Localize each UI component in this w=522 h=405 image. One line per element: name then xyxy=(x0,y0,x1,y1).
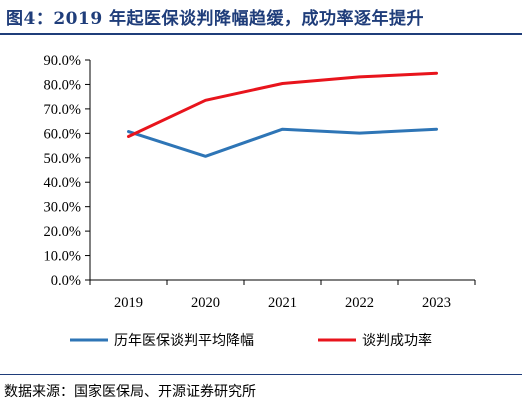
y-tick-label: 50.0% xyxy=(44,151,81,167)
source-note: 数据来源：国家医保局、开源证券研究所 xyxy=(4,384,256,400)
y-tick-label: 40.0% xyxy=(44,175,81,191)
x-tick-label: 2022 xyxy=(345,295,374,311)
y-tick-label: 60.0% xyxy=(44,126,81,142)
x-tick-label: 2019 xyxy=(114,295,143,311)
y-tick-label: 10.0% xyxy=(44,249,81,265)
figure-title: 图4：2019 年起医保谈判降幅趋缓，成功率逐年提升 xyxy=(6,9,425,29)
y-tick-label: 0.0% xyxy=(51,273,81,289)
y-tick-label: 70.0% xyxy=(44,102,81,118)
legend-label-1: 历年医保谈判平均降幅 xyxy=(114,333,254,349)
x-tick-label: 2023 xyxy=(422,295,451,311)
title-rule xyxy=(0,33,522,35)
y-tick-label: 90.0% xyxy=(44,53,81,69)
x-tick-label: 2020 xyxy=(191,295,220,311)
legend-label-2: 谈判成功率 xyxy=(362,332,432,349)
y-tick-label: 20.0% xyxy=(44,224,81,240)
y-tick-label: 80.0% xyxy=(44,77,81,93)
series-line-2 xyxy=(127,71,438,138)
series-line-1 xyxy=(127,127,438,158)
y-tick-label: 30.0% xyxy=(44,200,81,216)
source-rule xyxy=(0,374,522,375)
x-tick-label: 2021 xyxy=(268,295,297,311)
